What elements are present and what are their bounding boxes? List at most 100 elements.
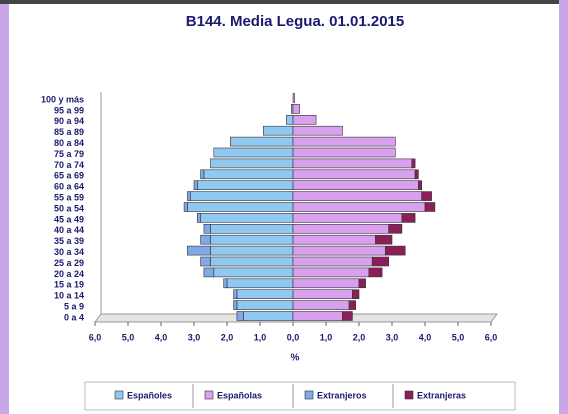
x-tick-label: 4,0 xyxy=(155,332,168,342)
legend-label: Españoles xyxy=(127,390,172,400)
bar xyxy=(236,311,244,321)
y-tick-label: 5 a 9 xyxy=(64,301,84,311)
bar xyxy=(183,202,188,212)
legend-label: Españolas xyxy=(217,390,262,400)
x-tick-label: 2,0 xyxy=(221,332,234,342)
bar xyxy=(210,245,294,256)
y-tick-label: 60 a 64 xyxy=(54,182,84,192)
bar xyxy=(292,202,426,212)
bar xyxy=(213,267,294,278)
y-tick-label: 10 a 14 xyxy=(54,291,84,301)
right-border xyxy=(559,0,568,414)
bar xyxy=(210,224,294,234)
bar xyxy=(292,224,389,234)
bar xyxy=(233,289,238,300)
x-tick-label: 6,0 xyxy=(485,332,498,342)
legend-swatch xyxy=(304,390,314,400)
bar xyxy=(230,136,294,147)
y-tick-label: 90 a 94 xyxy=(54,116,84,126)
bar xyxy=(292,245,386,256)
legend-frame xyxy=(84,381,516,411)
bar xyxy=(358,278,366,289)
x-tick-label: 0,0 xyxy=(287,332,300,342)
top-border xyxy=(0,0,568,4)
bar xyxy=(292,115,317,125)
legend-swatch xyxy=(114,390,124,400)
bar xyxy=(236,300,294,310)
x-tick-label: 1,0 xyxy=(320,332,333,342)
bar xyxy=(223,278,228,289)
bar xyxy=(200,213,294,223)
bar xyxy=(292,191,422,201)
bar xyxy=(371,256,390,267)
bar xyxy=(388,224,403,234)
y-tick-label: 35 a 39 xyxy=(54,236,84,246)
y-tick-label: 100 y más xyxy=(41,94,84,104)
y-tick-label: 45 a 49 xyxy=(54,214,84,224)
bar xyxy=(292,213,403,223)
bar xyxy=(292,93,295,103)
bar xyxy=(421,191,432,201)
bar xyxy=(424,202,436,212)
y-tick-label: 0 a 4 xyxy=(64,312,84,322)
y-tick-label: 55 a 59 xyxy=(54,192,84,202)
bar xyxy=(236,289,294,300)
bar xyxy=(292,180,419,190)
y-tick-label: 15 a 19 xyxy=(54,280,84,290)
bar xyxy=(197,213,201,223)
bar xyxy=(203,169,294,180)
bar xyxy=(210,256,294,267)
bar xyxy=(292,169,416,180)
bar xyxy=(401,213,416,223)
bar xyxy=(385,245,406,256)
bar xyxy=(292,234,376,245)
x-tick-label: 3,0 xyxy=(188,332,201,342)
bar xyxy=(243,311,294,321)
y-tick-label: 75 a 79 xyxy=(54,149,84,159)
x-tick-label: 4,0 xyxy=(419,332,432,342)
bar xyxy=(197,180,294,190)
x-tick-label: 2,0 xyxy=(353,332,366,342)
y-tick-label: 85 a 89 xyxy=(54,127,84,137)
bar xyxy=(210,158,294,169)
bar xyxy=(190,191,294,201)
x-tick-label: 6,0 xyxy=(89,332,102,342)
bar xyxy=(292,289,353,300)
bar xyxy=(292,278,360,289)
bar xyxy=(292,104,300,114)
bar xyxy=(187,191,191,201)
bar xyxy=(411,158,416,169)
y-tick-label: 70 a 74 xyxy=(54,160,84,170)
bar xyxy=(342,311,353,321)
bar xyxy=(418,180,422,190)
y-tick-label: 30 a 34 xyxy=(54,247,84,257)
bar xyxy=(348,300,357,310)
bar xyxy=(193,180,198,190)
x-tick-label: 3,0 xyxy=(386,332,399,342)
legend-label: Extranjeras xyxy=(417,390,466,400)
bar xyxy=(292,267,370,278)
y-tick-label: 40 a 44 xyxy=(54,225,84,235)
bar xyxy=(414,169,419,180)
y-tick-label: 95 a 99 xyxy=(54,105,84,115)
legend-swatch xyxy=(404,390,414,400)
y-tick-label: 80 a 84 xyxy=(54,138,84,148)
bar xyxy=(286,115,294,125)
bar xyxy=(210,234,294,245)
y-tick-label: 50 a 54 xyxy=(54,203,84,213)
x-tick-label: 1,0 xyxy=(254,332,267,342)
y-tick-label: 25 a 29 xyxy=(54,258,84,268)
bar xyxy=(226,278,294,289)
bar xyxy=(187,202,294,212)
bar xyxy=(368,267,383,278)
bar xyxy=(200,256,211,267)
bar xyxy=(292,136,396,147)
bar xyxy=(200,169,205,180)
y-tick-label: 65 a 69 xyxy=(54,171,84,181)
bar xyxy=(292,311,343,321)
legend-swatch xyxy=(204,390,214,400)
x-tick-label: 5,0 xyxy=(452,332,465,342)
bar xyxy=(292,158,413,169)
bar xyxy=(262,125,294,136)
